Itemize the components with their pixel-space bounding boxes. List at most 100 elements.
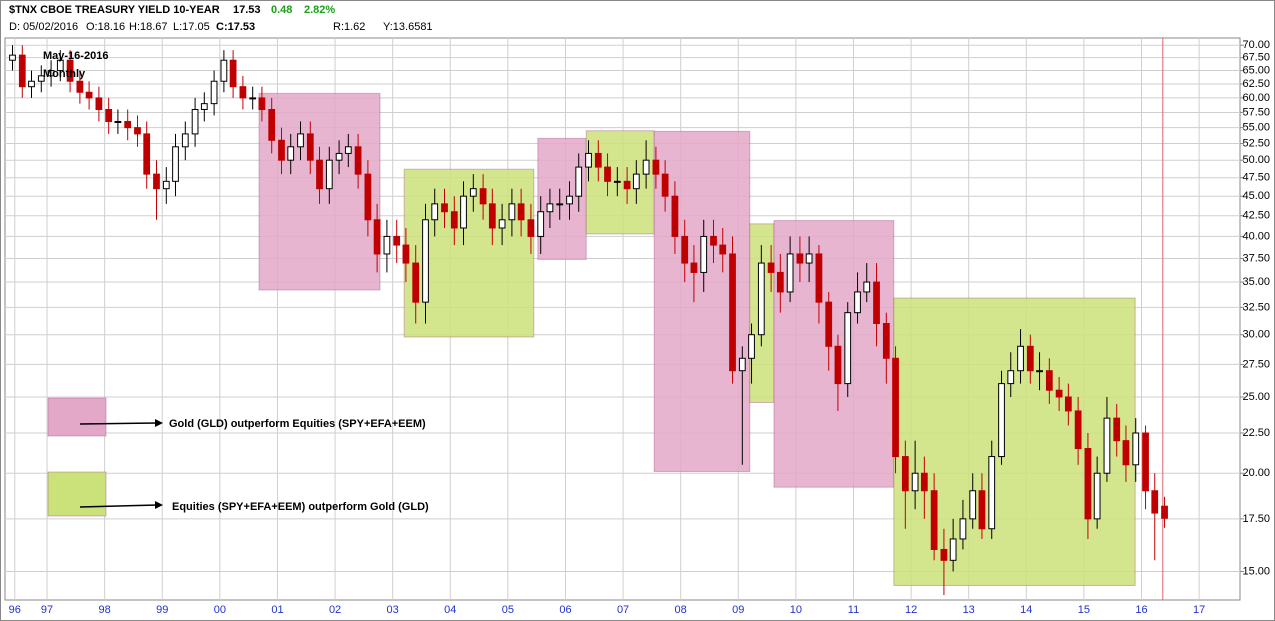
candle-body	[805, 253, 813, 264]
candle-body	[776, 271, 784, 293]
legend-label: Gold (GLD) outperform Equities (SPY+EFA+…	[169, 418, 426, 430]
candle-body	[1093, 472, 1101, 520]
candle-body	[373, 219, 381, 255]
candle-body	[556, 203, 564, 206]
candle-body	[873, 281, 880, 325]
candle-body	[901, 456, 909, 492]
legend-arrow	[79, 422, 159, 425]
candle-body	[18, 54, 26, 88]
candle-body	[854, 291, 861, 314]
candle-body	[690, 262, 698, 273]
candle-body	[258, 97, 266, 110]
y-tick-label: 50.00	[1242, 154, 1270, 166]
candle-body	[978, 490, 986, 530]
x-tick-label: 08	[675, 604, 687, 616]
legend-arrow	[79, 504, 159, 508]
candle-body	[527, 219, 535, 237]
candle-body	[460, 195, 467, 229]
candle-body	[297, 133, 304, 148]
y-tick-label: 60.00	[1242, 92, 1270, 104]
candle-body	[229, 59, 237, 88]
candle-body	[920, 472, 928, 492]
candle-body	[863, 281, 871, 293]
candle-body	[134, 127, 141, 135]
low: L:17.05	[173, 21, 210, 33]
candle-body	[998, 383, 1005, 458]
candle-body	[1132, 432, 1140, 466]
y-tick-label: 65.00	[1242, 64, 1270, 76]
date: D: 05/02/2016	[9, 21, 78, 33]
candle-body	[757, 262, 765, 336]
candle-body	[220, 59, 228, 82]
x-tick-label: 14	[1020, 604, 1032, 616]
candle-body	[76, 80, 84, 93]
candle-body	[767, 262, 775, 273]
candle-body	[335, 152, 343, 161]
candle-body	[422, 219, 429, 303]
y-tick-label: 45.00	[1242, 190, 1270, 202]
candle-body	[796, 253, 804, 264]
high: H:18.67	[129, 21, 168, 33]
close: C:17.53	[216, 21, 255, 33]
x-tick-label: 05	[502, 604, 514, 616]
candle-body	[124, 120, 132, 129]
candle-body	[844, 312, 852, 385]
candle-body	[969, 490, 977, 520]
candle-body	[1161, 505, 1168, 519]
y-value: Y:13.6581	[383, 21, 433, 33]
y-tick-label: 47.50	[1242, 172, 1270, 184]
x-tick-label: 02	[329, 604, 341, 616]
candle-body	[508, 203, 516, 221]
candle-body	[441, 203, 448, 213]
candle-body	[815, 253, 823, 303]
legend-arrowhead	[155, 501, 163, 509]
candle-body	[162, 180, 170, 190]
y-tick-label: 57.50	[1242, 106, 1270, 118]
candle-body	[719, 244, 727, 255]
candle-body	[681, 235, 689, 264]
candle-body	[95, 97, 103, 110]
candle-body	[1113, 417, 1121, 442]
candle-body	[488, 203, 496, 229]
candle-body	[671, 195, 679, 237]
candle-body	[566, 195, 573, 205]
candle-body	[37, 75, 45, 82]
x-tick-label: 98	[99, 604, 111, 616]
x-tick-label: 06	[559, 604, 571, 616]
x-tick-label: 01	[271, 604, 283, 616]
candle-body	[210, 80, 218, 105]
candle-body	[537, 211, 545, 237]
change-pct: 2.82%	[304, 4, 335, 16]
candle-body	[575, 166, 583, 197]
y-tick-label: 52.50	[1242, 137, 1270, 149]
candle-body	[738, 357, 746, 372]
x-tick-label: 03	[387, 604, 399, 616]
candle-body	[786, 253, 794, 293]
candle-body	[287, 146, 295, 161]
candle-body	[1055, 389, 1063, 398]
candle-body	[661, 173, 669, 197]
y-tick-label: 42.50	[1242, 210, 1270, 222]
x-tick-label: 97	[41, 604, 53, 616]
y-tick-label: 22.50	[1242, 427, 1270, 439]
x-tick-label: 96	[9, 604, 21, 616]
candle-body	[652, 159, 660, 175]
candle-body	[153, 173, 160, 190]
legend-label: Equities (SPY+EFA+EEM) outperform Gold (…	[172, 501, 429, 513]
y-tick-label: 70.00	[1242, 39, 1270, 51]
candle-body	[402, 244, 410, 264]
candle-body	[469, 188, 477, 197]
candle-body	[834, 345, 842, 385]
y-tick-label: 17.50	[1242, 513, 1270, 525]
candle-body	[1103, 417, 1111, 474]
candle-body	[143, 133, 151, 175]
candle-body	[825, 301, 833, 347]
candle-body	[393, 235, 401, 246]
x-tick-label: 12	[905, 604, 917, 616]
x-tick-label: 99	[156, 604, 168, 616]
y-tick-label: 30.00	[1242, 329, 1270, 341]
candle-body	[200, 103, 208, 110]
shaded-region	[893, 297, 1136, 586]
candle-body	[585, 152, 592, 168]
